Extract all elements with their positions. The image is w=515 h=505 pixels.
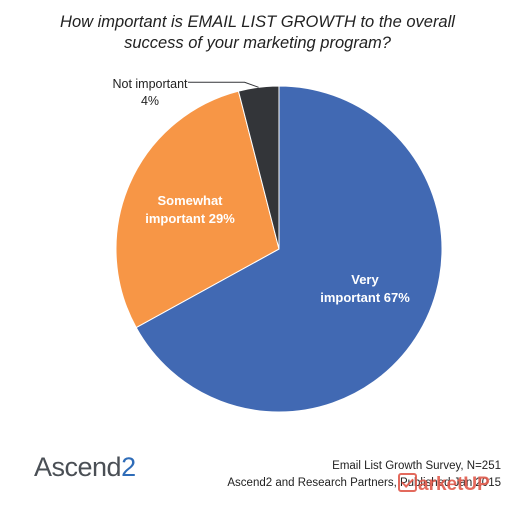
not-important-leader-line [188,81,259,88]
label-very-important-line-1: Very [351,272,379,287]
source-line-1: Email List Growth Survey, N=251 [332,460,501,472]
label-somewhat-important-line-1: Somewhat [157,193,223,208]
ascend2-logo: Ascend2 [34,452,136,483]
label-very-important: Very important 67% [305,271,425,307]
label-not-important: Not important 4% [100,76,200,110]
slice-somewhat-important [115,90,280,329]
marketup-watermark: arketUP [398,473,490,496]
label-very-important-line-2: important 67% [320,290,410,305]
label-somewhat-important-line-2: important 29% [145,211,235,226]
label-not-important-line-1: Not important [112,77,188,91]
label-not-important-line-2: 4% [140,94,160,108]
slice-very-important [135,85,443,413]
chart-title-line-2: success of your marketing program? [124,34,391,52]
logo-text: Ascend [34,452,122,482]
chart-title: How important is EMAIL LIST GROWTH to th… [0,12,515,54]
label-somewhat-important: Somewhat important 29% [130,192,250,228]
source-line-2: Ascend2 and Research Partners, Published… [227,477,501,489]
logo-suffix: 2 [121,452,136,482]
slice-not-important [237,85,280,250]
watermark-text: arketUP [418,474,490,495]
chart-title-line-1: How important is EMAIL LIST GROWTH to th… [60,13,455,31]
marketup-logo-icon [398,473,417,492]
source-note: Email List Growth Survey, N=251 Ascend2 … [227,458,501,492]
